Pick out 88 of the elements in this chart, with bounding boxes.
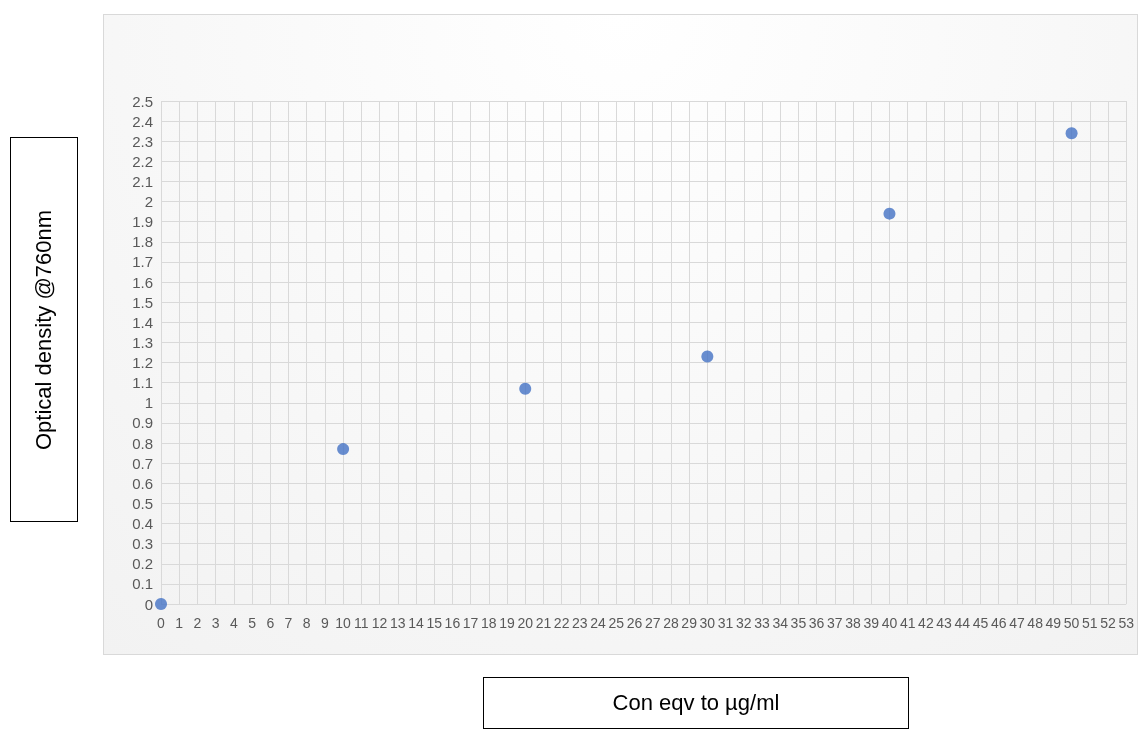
x-tick-label: 15 [426, 615, 443, 631]
x-tick-label: 10 [335, 615, 352, 631]
x-tick-label: 8 [302, 615, 311, 631]
y-tick-label: 2.3 [132, 132, 153, 150]
x-tick-label: 17 [462, 615, 479, 631]
y-tick-label: 1 [144, 394, 153, 412]
y-tick-label: 1.3 [132, 333, 153, 351]
y-tick-label: 1.9 [132, 213, 153, 231]
x-tick-label: 31 [717, 615, 734, 631]
x-tick-label: 27 [644, 615, 661, 631]
y-tick-label: 0.6 [132, 474, 153, 492]
x-tick-label: 13 [389, 615, 406, 631]
x-tick-label: 52 [1100, 615, 1116, 631]
y-tick-label: 1.1 [132, 374, 153, 392]
point [519, 382, 532, 395]
x-tick-label: 50 [1063, 615, 1080, 631]
x-tick-label: 35 [790, 615, 807, 631]
x-tick-label: 20 [517, 615, 534, 631]
y-tick-label: 1.5 [132, 293, 153, 311]
point [701, 350, 714, 363]
x-tick-label: 1 [175, 615, 184, 631]
x-tick-label: 18 [481, 615, 497, 631]
point [155, 598, 167, 610]
x-tick-label: 34 [772, 615, 789, 631]
x-tick-label: 4 [229, 615, 238, 631]
y-tick-label: 0.7 [132, 454, 153, 472]
y-tick-label: 0.4 [132, 515, 153, 533]
x-tick-label: 6 [266, 615, 275, 631]
y-tick-label: 0.2 [132, 555, 153, 573]
x-tick-label: 46 [990, 615, 1007, 631]
x-tick-label: 2 [193, 615, 202, 631]
y-tick-label: 0.8 [132, 434, 153, 452]
x-tick-label: 49 [1045, 615, 1062, 631]
y-tick-label: 2.5 [132, 92, 153, 110]
y-tick-label: 1.8 [132, 233, 153, 251]
y-axis-title: Optical density @760nm [31, 209, 57, 450]
y-tick-label: 2 [144, 193, 153, 211]
x-tick-label: 24 [590, 615, 607, 631]
y-tick-label: 2.2 [132, 152, 153, 170]
y-tick-label: 2.4 [132, 112, 153, 130]
x-tick-label: 44 [954, 615, 971, 631]
x-tick-label: 9 [321, 615, 330, 631]
x-tick-label: 28 [663, 615, 679, 631]
x-tick-label: 39 [863, 615, 880, 631]
y-tick-label: 0.1 [132, 575, 153, 593]
x-tick-label: 47 [1009, 615, 1025, 631]
x-tick-label: 48 [1027, 615, 1044, 631]
y-tick-label: 1.4 [132, 313, 153, 331]
x-tick-label: 37 [827, 615, 843, 631]
x-tick-label: 43 [936, 615, 953, 631]
x-tick-label: 16 [444, 615, 461, 631]
y-tick-label: 0 [144, 595, 153, 613]
x-axis-title: Con eqv to µg/ml [612, 690, 780, 716]
x-tick-label: 22 [553, 615, 570, 631]
y-tick-label: 0.5 [132, 494, 153, 512]
x-tick-label: 40 [881, 615, 898, 631]
x-tick-label: 29 [681, 615, 698, 631]
point [883, 207, 896, 220]
x-tick-label: 14 [408, 615, 424, 631]
x-tick-label: 0 [157, 615, 166, 631]
x-tick-label: 45 [972, 615, 989, 631]
x-tick-label: 32 [735, 615, 752, 631]
y-tick-label: 2.1 [132, 172, 153, 190]
x-tick-label: 41 [899, 615, 916, 631]
x-tick-label: 38 [845, 615, 862, 631]
y-tick-label: 0.9 [132, 414, 153, 432]
x-tick-label: 21 [535, 615, 552, 631]
x-tick-label: 5 [248, 615, 257, 631]
x-tick-label: 19 [499, 615, 516, 631]
x-tick-label: 12 [371, 615, 388, 631]
x-tick-label: 42 [918, 615, 934, 631]
x-tick-label: 25 [608, 615, 625, 631]
x-tick-label: 53 [1118, 615, 1135, 631]
x-tick-label: 11 [354, 615, 369, 631]
point [337, 443, 350, 456]
x-tick-label: 23 [572, 615, 588, 631]
x-tick-label: 51 [1082, 615, 1098, 631]
y-tick-label: 1.6 [132, 273, 153, 291]
y-tick-label: 0.3 [132, 535, 153, 553]
x-tick-label: 26 [626, 615, 643, 631]
x-tick-label: 30 [699, 615, 716, 631]
point [1065, 127, 1078, 140]
x-tick-label: 36 [808, 615, 825, 631]
y-tick-label: 1.2 [132, 354, 153, 372]
x-tick-label: 33 [754, 615, 770, 631]
x-tick-label: 3 [211, 615, 220, 631]
y-tick-label: 1.7 [132, 253, 153, 271]
x-tick-label: 7 [284, 615, 293, 631]
